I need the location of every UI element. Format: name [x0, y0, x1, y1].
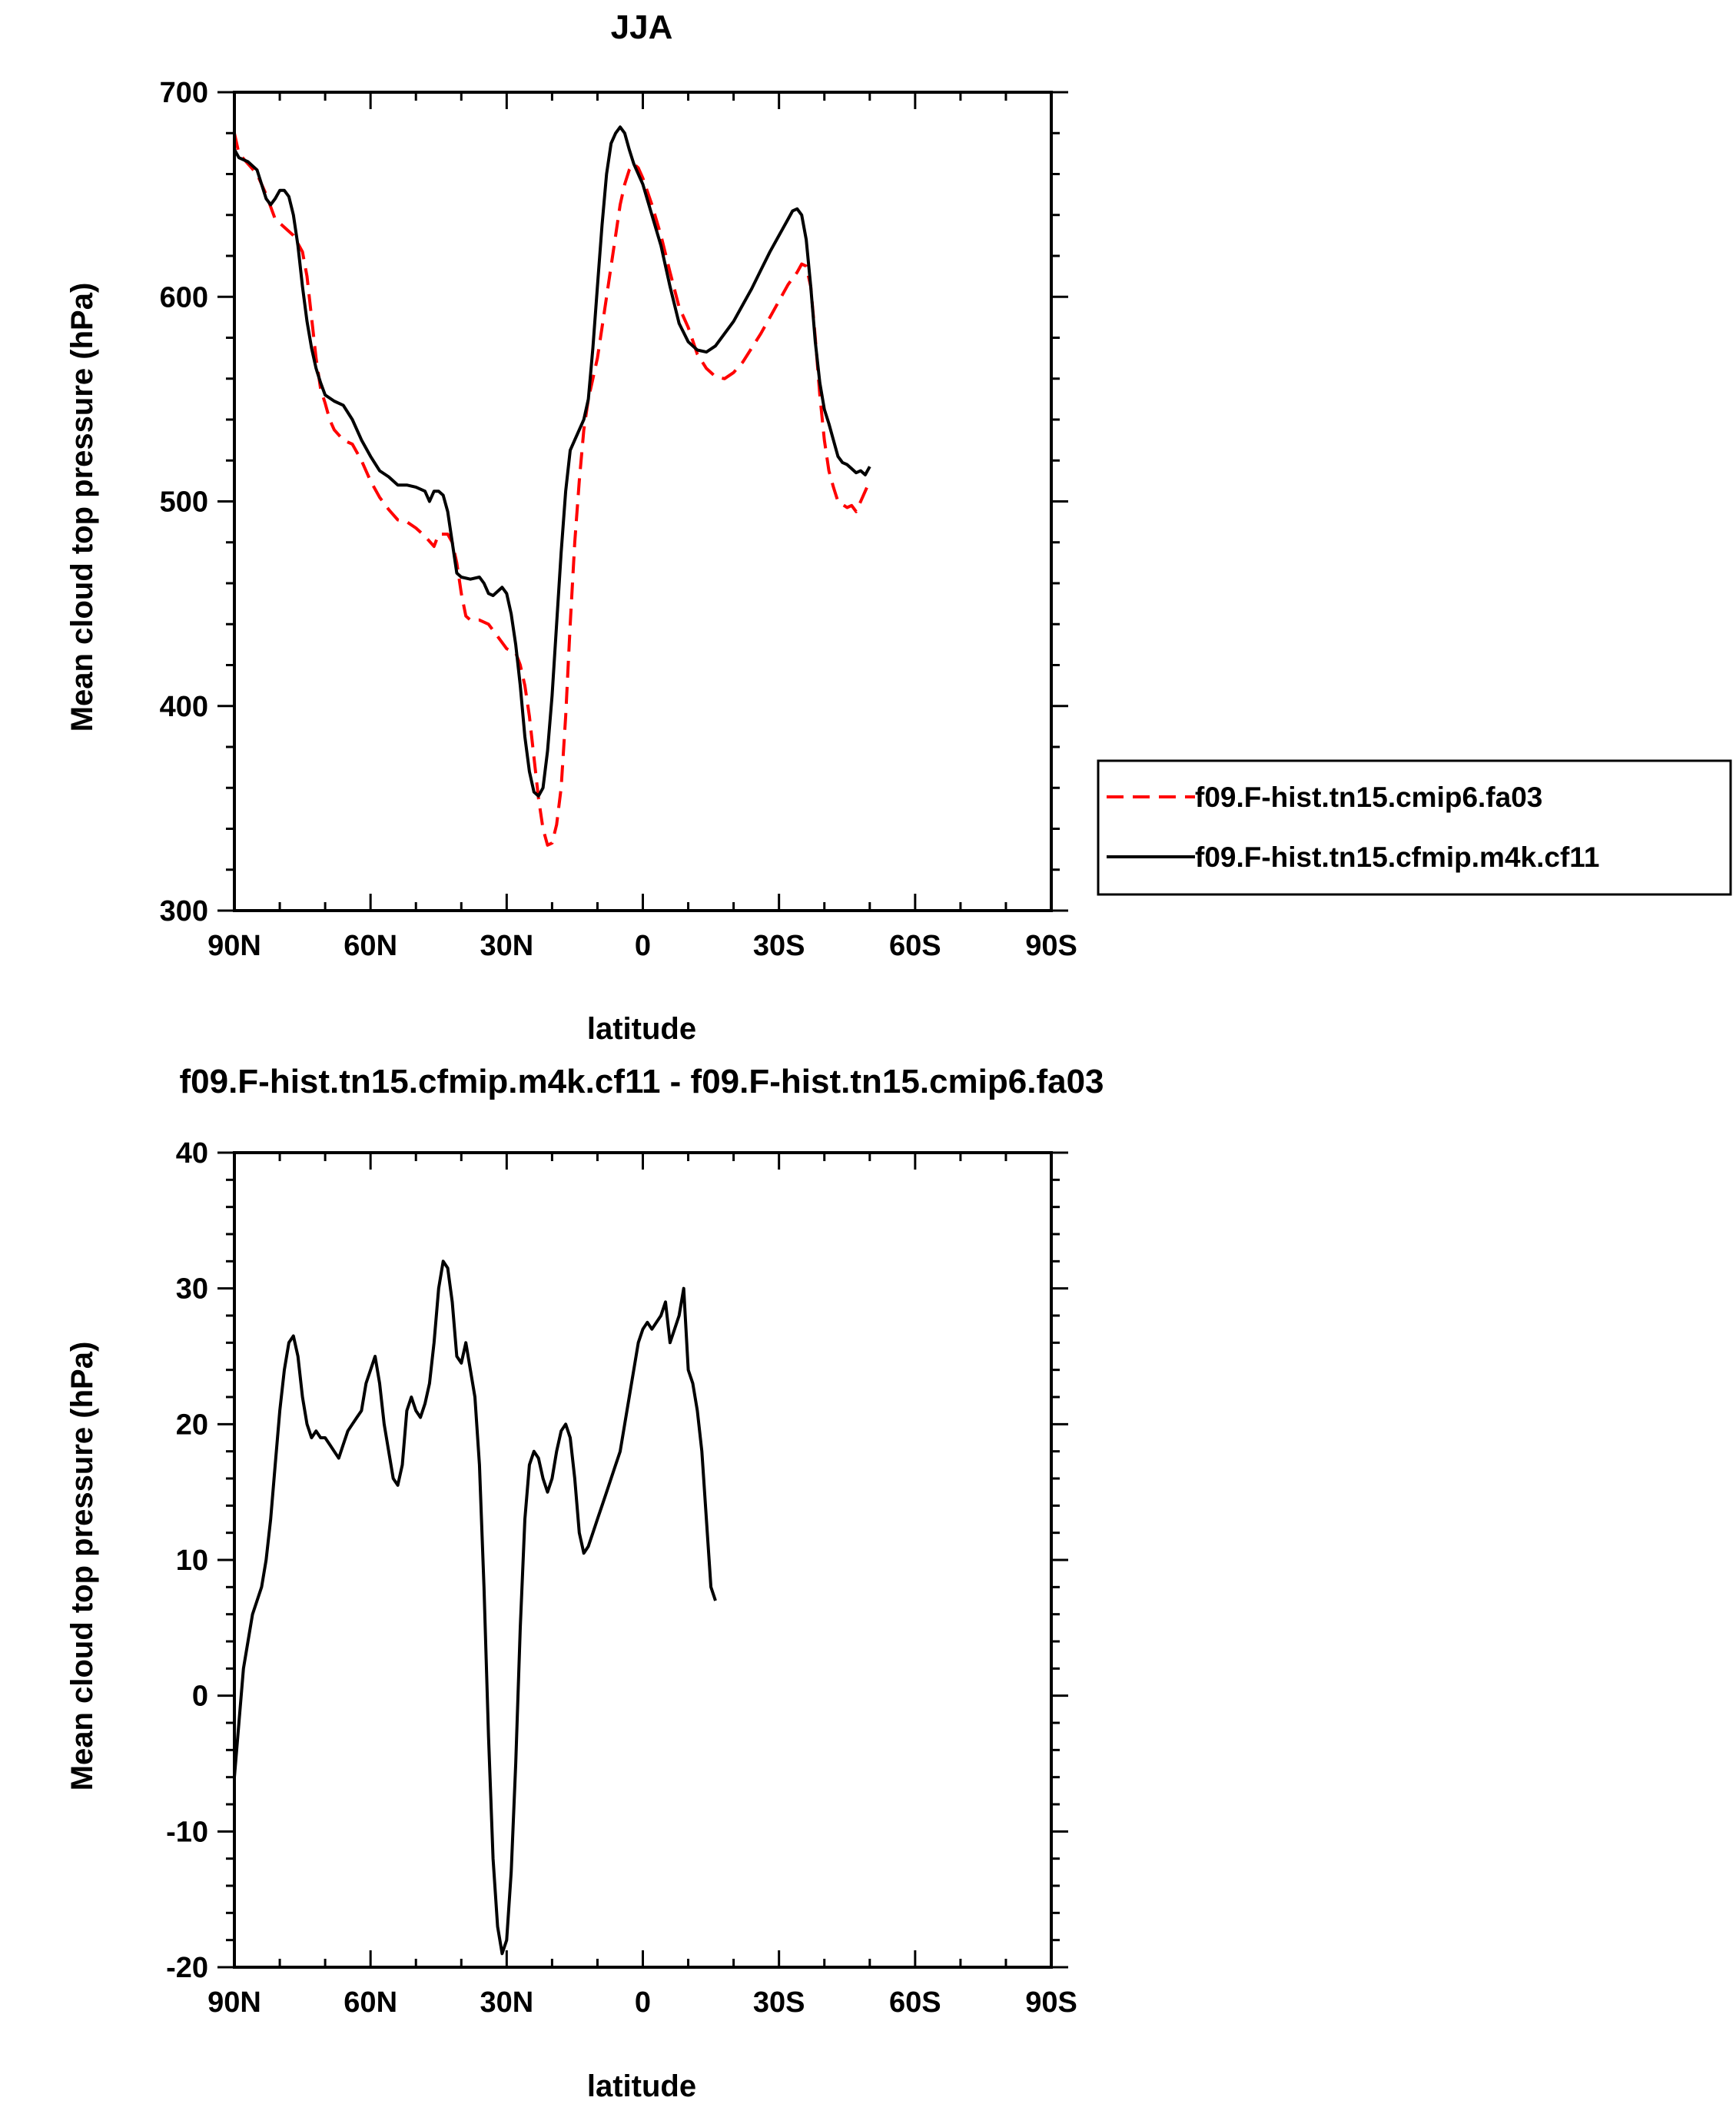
top-chart-title: JJA — [611, 8, 673, 46]
x-tick-label: 90S — [1025, 1986, 1077, 2019]
y-tick-label: 20 — [176, 1409, 208, 1441]
y-tick-label: 300 — [160, 895, 208, 928]
y-tick-label: 500 — [160, 486, 208, 519]
y-tick-label: -20 — [166, 1952, 208, 1984]
y-tick-label: 600 — [160, 281, 208, 314]
top-chart-x-axis-label: latitude — [587, 1012, 696, 1046]
x-tick-label: 0 — [635, 930, 651, 962]
top-chart-y-axis-label: Mean cloud top pressure (hPa) — [65, 283, 99, 732]
x-tick-label: 90N — [207, 1986, 261, 2019]
bottom-chart-panel: f09.F-hist.tn15.cfmip.m4k.cf11 - f09.F-h… — [65, 1063, 1104, 2103]
bottom-chart-marks: 90N 60N 30N 0 30S 60S 90S -20 -10 0 10 20 30 40 — [166, 1137, 1077, 2019]
legend-entry-fa03: f09.F-hist.tn15.cmip6.fa03 — [1195, 782, 1542, 813]
x-tick-label: 60S — [889, 1986, 941, 2019]
x-tick-label: 60S — [889, 930, 941, 962]
x-tick-label: 60N — [344, 930, 397, 962]
y-tick-label: -10 — [166, 1816, 208, 1848]
y-tick-label: 0 — [192, 1681, 208, 1713]
top-chart-marks: 90N 60N 30N 0 30S 60S 90S 300 400 500 600 700 — [160, 77, 1077, 962]
series-line-1 — [233, 125, 871, 798]
series-line-0 — [233, 132, 871, 847]
x-tick-label: 30S — [753, 930, 805, 962]
legend-entry-cf11: f09.F-hist.tn15.cfmip.m4k.cf11 — [1195, 841, 1599, 873]
y-tick-label: 700 — [160, 77, 208, 109]
plot-frame — [233, 1151, 1053, 1969]
x-tick-label: 30N — [480, 930, 533, 962]
y-tick-label: 40 — [176, 1137, 208, 1170]
bottom-chart-x-axis-label: latitude — [587, 2069, 696, 2103]
x-tick-label: 30N — [480, 1986, 533, 2019]
series-line-0 — [233, 1259, 717, 1956]
y-tick-label: 30 — [176, 1273, 208, 1306]
x-tick-label: 0 — [635, 1986, 651, 2019]
x-tick-label: 90N — [207, 930, 261, 962]
y-tick-label: 10 — [176, 1545, 208, 1577]
legend-box — [1097, 759, 1732, 896]
x-tick-label: 90S — [1025, 930, 1077, 962]
bottom-chart-y-axis-label: Mean cloud top pressure (hPa) — [65, 1342, 99, 1791]
x-tick-label: 60N — [344, 1986, 397, 2019]
bottom-chart-title: f09.F-hist.tn15.cfmip.m4k.cf11 - f09.F-h… — [179, 1063, 1104, 1100]
x-tick-label: 30S — [753, 1986, 805, 2019]
y-tick-label: 400 — [160, 691, 208, 723]
plot-frame — [233, 91, 1053, 912]
top-chart-panel: JJA 90N 60N 30N 0 30S 60S 90S 300 400 500 600 700 l… — [65, 8, 1732, 1046]
top-chart-legend: f09.F-hist.tn15.cmip6.fa03 f09.F-hist.tn… — [1097, 759, 1732, 896]
